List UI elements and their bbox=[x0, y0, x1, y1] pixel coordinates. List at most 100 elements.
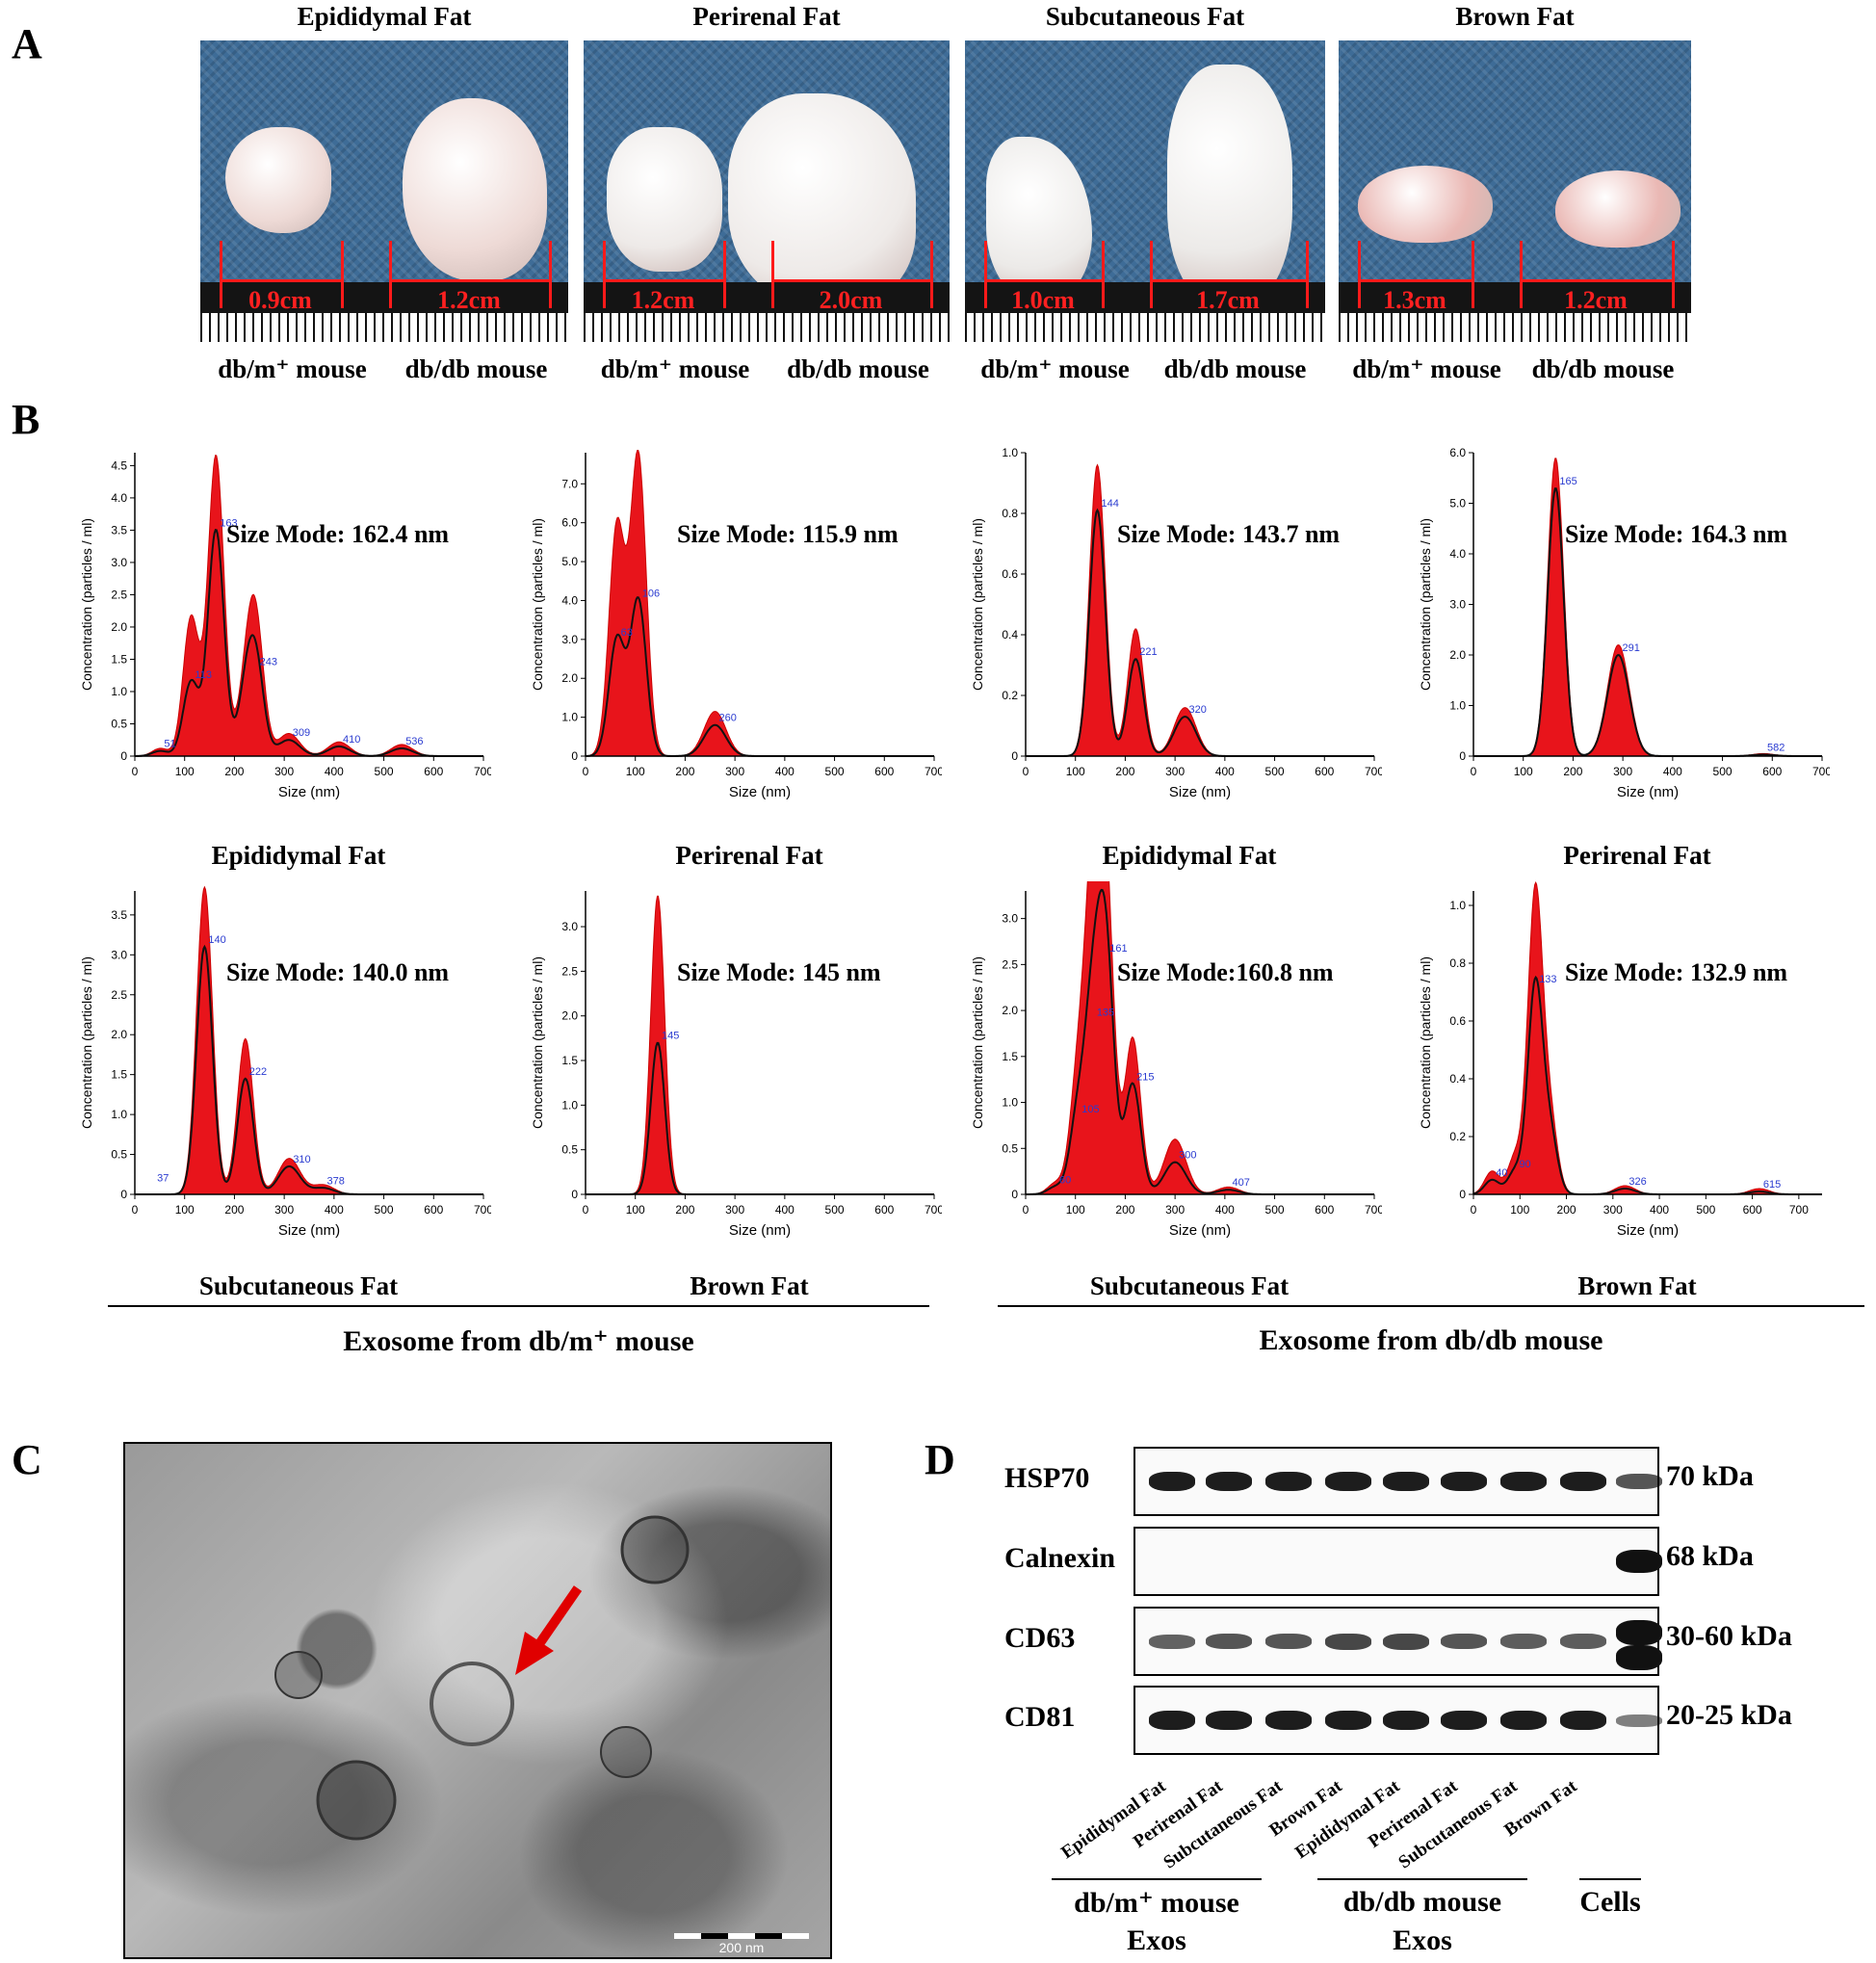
x-tick-label: 500 bbox=[1265, 1203, 1285, 1217]
error-band bbox=[135, 885, 483, 1195]
y-tick-label: 1.5 bbox=[111, 1068, 127, 1082]
x-tick-label: 600 bbox=[1743, 1203, 1762, 1217]
x-tick-label: 200 bbox=[1563, 765, 1582, 778]
protein-band bbox=[1441, 1472, 1487, 1491]
ruler-ticks bbox=[1339, 313, 1691, 342]
peak-label: 90 bbox=[1519, 1159, 1530, 1170]
y-tick-label: 1.0 bbox=[1002, 446, 1018, 459]
peak-label: 320 bbox=[1188, 704, 1206, 716]
protein-name: Calnexin bbox=[1004, 1542, 1116, 1574]
measure-cap bbox=[1150, 241, 1153, 308]
nta-chart: 0 100 200 300 400 500 600 700 0 1.0 2.0 3.0 4.0 5.0 6.… bbox=[1418, 446, 1830, 800]
x-tick-label: 300 bbox=[725, 765, 744, 778]
lane-group-line-cells bbox=[1579, 1878, 1641, 1880]
measure-cap bbox=[389, 241, 392, 308]
measure-cap bbox=[220, 241, 222, 308]
x-axis-label: Size (nm) bbox=[1617, 784, 1679, 800]
exosome-vesicle bbox=[430, 1662, 514, 1746]
chart-title-bottom: Subcutaneous Fat bbox=[198, 1271, 399, 1300]
protein-band bbox=[1383, 1634, 1429, 1650]
x-tick-label: 400 bbox=[1215, 1203, 1235, 1217]
x-tick-label: 300 bbox=[1613, 765, 1632, 778]
x-tick-label: 400 bbox=[325, 1203, 344, 1217]
y-tick-label: 0.8 bbox=[1449, 956, 1466, 970]
measure-line bbox=[1150, 279, 1306, 282]
peak-label: 40 bbox=[1496, 1167, 1507, 1179]
y-tick-label: 2.5 bbox=[111, 988, 127, 1002]
x-tick-label: 700 bbox=[925, 765, 942, 778]
measure-cap bbox=[1358, 241, 1361, 308]
protein-band bbox=[1616, 1645, 1662, 1670]
y-tick-label: 2.5 bbox=[561, 964, 578, 978]
caption-dbm: db/m⁺ mouse bbox=[600, 354, 750, 383]
size-mode-label: Size Mode: 132.9 nm bbox=[1565, 958, 1788, 986]
molecular-weight: 68 kDa bbox=[1666, 1540, 1754, 1572]
y-tick-label: 1.5 bbox=[111, 652, 127, 666]
x-tick-label: 200 bbox=[224, 1203, 244, 1217]
fat-sample-dbm bbox=[986, 137, 1092, 301]
peak-label: 105 bbox=[1081, 1104, 1099, 1115]
x-tick-label: 700 bbox=[1812, 765, 1830, 778]
chart-title-bottom: Subcutaneous Fat bbox=[1089, 1271, 1290, 1300]
peak-label: 326 bbox=[1628, 1176, 1646, 1188]
group-label-dbm: Exosome from db/m⁺ mouse bbox=[343, 1325, 694, 1357]
y-tick-label: 4.0 bbox=[1449, 547, 1466, 561]
protein-band bbox=[1560, 1711, 1606, 1730]
protein-band bbox=[1325, 1472, 1371, 1491]
nta-chart: 0 100 200 300 400 500 600 700 0 0.5 1.0 1.5 2.0 2.5 3.… bbox=[530, 891, 942, 1239]
measure-cap bbox=[984, 241, 987, 308]
protein-band bbox=[1149, 1635, 1195, 1649]
x-tick-label: 100 bbox=[1066, 1203, 1085, 1217]
protein-name: CD81 bbox=[1004, 1701, 1076, 1733]
x-tick-label: 100 bbox=[175, 765, 195, 778]
x-axis-label: Size (nm) bbox=[278, 784, 340, 800]
fat-sample-dbm bbox=[1358, 166, 1493, 243]
ruler-ticks bbox=[200, 313, 568, 342]
x-axis-label: Size (nm) bbox=[729, 784, 791, 800]
group-divider-dbdb bbox=[998, 1305, 1864, 1307]
nta-chart: 0 100 200 300 400 500 600 700 0 0.5 1.0 1.5 2.0 2.5 3.… bbox=[79, 453, 491, 800]
y-axis-label: Concentration (particles / ml) bbox=[530, 518, 545, 691]
vesicle-cluster bbox=[600, 1726, 652, 1778]
tissue-photo: 0.9cm 1.2cm bbox=[200, 40, 568, 342]
caption-dbdb: db/db mouse bbox=[404, 354, 548, 383]
panel-label-c: C bbox=[12, 1436, 42, 1483]
protein-band bbox=[1500, 1472, 1547, 1491]
peak-label: 113 bbox=[195, 669, 212, 681]
peak-label: 51 bbox=[164, 739, 175, 750]
red-arrow-shaft bbox=[530, 1585, 583, 1654]
y-tick-label: 2.0 bbox=[1449, 648, 1466, 662]
y-tick-label: 5.0 bbox=[1449, 497, 1466, 510]
tissue-title: Perirenal Fat bbox=[692, 2, 841, 31]
measure-dbdb: 1.7cm bbox=[1196, 286, 1260, 314]
measure-cap bbox=[549, 241, 552, 308]
x-tick-label: 300 bbox=[725, 1203, 744, 1217]
protein-band bbox=[1500, 1634, 1547, 1649]
x-tick-label: 700 bbox=[1365, 765, 1382, 778]
y-tick-label: 0 bbox=[571, 1188, 578, 1201]
x-tick-label: 200 bbox=[675, 765, 694, 778]
tem-micrograph: 200 nm bbox=[123, 1442, 832, 1959]
y-tick-label: 0 bbox=[120, 749, 127, 763]
peak-label: 161 bbox=[1109, 943, 1127, 955]
y-tick-label: 1.5 bbox=[561, 1054, 578, 1067]
blot-strip bbox=[1133, 1527, 1662, 1596]
protein-band bbox=[1265, 1634, 1312, 1649]
x-tick-label: 500 bbox=[375, 765, 394, 778]
x-tick-label: 100 bbox=[1514, 765, 1533, 778]
tissue-title: Subcutaneous Fat bbox=[1045, 2, 1245, 31]
x-tick-label: 200 bbox=[1115, 1203, 1134, 1217]
peak-label: 310 bbox=[293, 1154, 310, 1165]
x-tick-label: 500 bbox=[1696, 1203, 1715, 1217]
peak-label: 243 bbox=[260, 657, 277, 668]
measure-cap bbox=[603, 241, 606, 308]
y-tick-label: 2.5 bbox=[1002, 957, 1018, 971]
blot-strip bbox=[1133, 1607, 1662, 1676]
peak-label: 140 bbox=[208, 934, 225, 946]
fat-sample-dbdb bbox=[1555, 170, 1681, 248]
protein-band bbox=[1560, 1472, 1606, 1491]
lane-group-line-dbdb bbox=[1317, 1878, 1527, 1880]
x-tick-label: 500 bbox=[375, 1203, 394, 1217]
chart-title-bottom: Brown Fat bbox=[1577, 1271, 1697, 1300]
measure-cap bbox=[1520, 241, 1523, 308]
